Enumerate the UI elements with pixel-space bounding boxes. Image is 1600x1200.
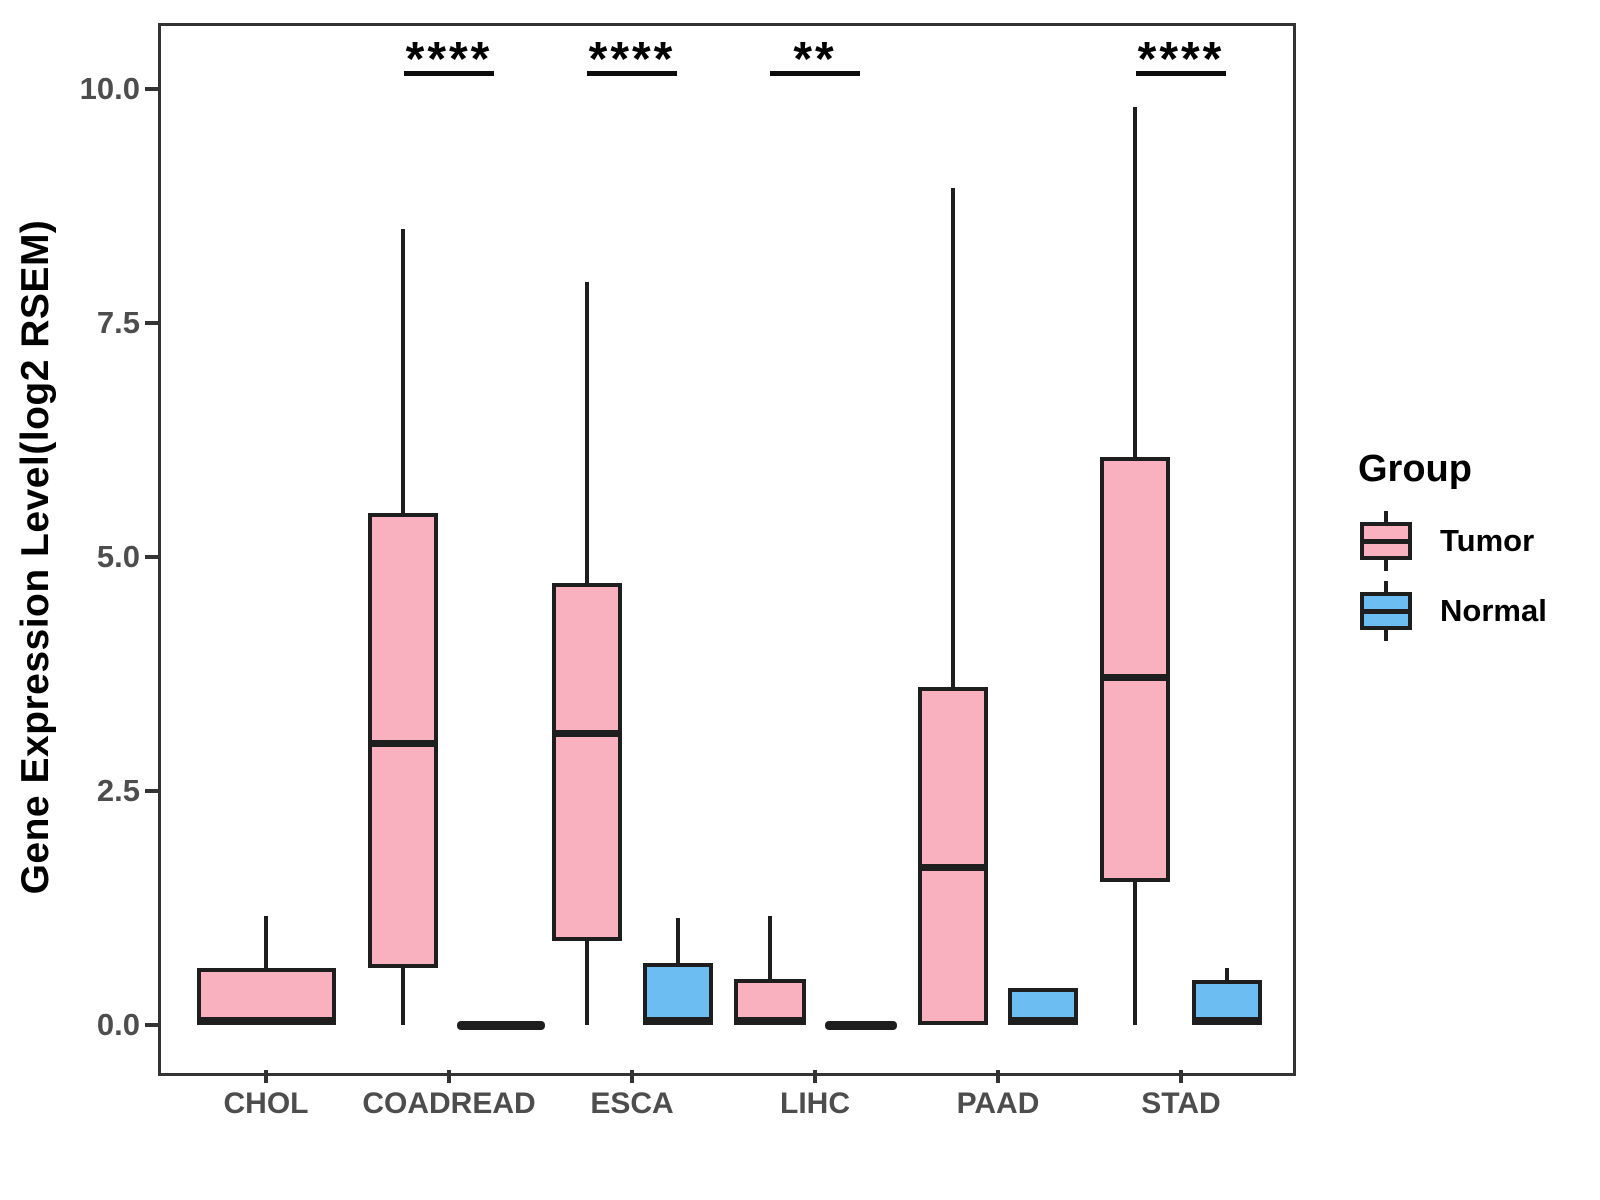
upper-whisker [676,918,680,964]
flat-zero-box [457,1021,545,1030]
box-rect [918,687,988,1025]
significance-bar [404,71,494,76]
box-median-line [918,864,988,872]
glyph-median-line [1360,539,1412,544]
significance-stars: ** [793,33,837,86]
box-median-line [368,739,438,747]
box-rect [643,963,713,1025]
x-tick-label: LIHC [780,1087,850,1120]
x-tick [264,1070,268,1083]
x-tick [996,1070,1000,1083]
y-tick [145,1023,158,1027]
upper-whisker [1133,106,1137,457]
y-tick [145,87,158,91]
y-tick [145,555,158,559]
legend-entry-tumor: Tumor [1358,511,1534,571]
y-tick-label: 7.5 [96,305,140,340]
glyph-median-line [1360,609,1412,614]
y-tick [145,321,158,325]
lower-whisker [401,967,405,1025]
x-tick-label: COADREAD [362,1087,536,1120]
normal-boxplot-glyph [1358,581,1414,641]
y-tick-label: 2.5 [96,773,140,808]
lower-whisker [585,940,589,1025]
x-tick [447,1070,451,1083]
x-tick-label: STAD [1141,1087,1221,1120]
lower-whisker [1133,881,1137,1025]
legend-title: Group [1358,448,1472,490]
y-tick-label: 0.0 [96,1007,140,1042]
significance-stars: **** [588,33,676,86]
upper-whisker [951,188,955,688]
legend-label-normal: Normal [1440,593,1547,628]
box-rect [1100,456,1170,882]
legend-label-tumor: Tumor [1440,523,1535,558]
tumor-boxplot-glyph [1358,511,1414,571]
significance-bar [1136,71,1226,76]
y-tick [145,789,158,793]
box-median-line [1008,1017,1078,1024]
upper-whisker [768,916,772,980]
significance-stars: **** [405,33,493,86]
x-tick-label: CHOL [223,1087,309,1120]
upper-whisker [264,916,268,968]
plot-panel-border [158,23,1296,1076]
box-median-line [1192,1017,1262,1024]
legend-entry-normal: Normal [1358,581,1547,641]
upper-whisker [401,229,405,513]
x-tick-label: ESCA [590,1087,674,1120]
significance-stars: **** [1137,33,1225,86]
significance-bar [770,71,860,76]
box-median-line [196,1017,336,1024]
box-rect [552,583,622,941]
y-tick-label: 10.0 [79,71,140,106]
y-tick-label: 5.0 [96,539,140,574]
box-median-line [734,1017,806,1024]
box-median-line [552,730,622,738]
box-median-line [643,1017,713,1024]
significance-bar [587,71,677,76]
flat-zero-box [825,1021,897,1030]
upper-whisker [585,281,589,584]
x-tick-label: PAAD [956,1087,1040,1120]
upper-whisker [1225,967,1229,981]
box-median-line [1100,674,1170,682]
x-tick [1179,1070,1183,1083]
x-tick [813,1070,817,1083]
x-tick [630,1070,634,1083]
